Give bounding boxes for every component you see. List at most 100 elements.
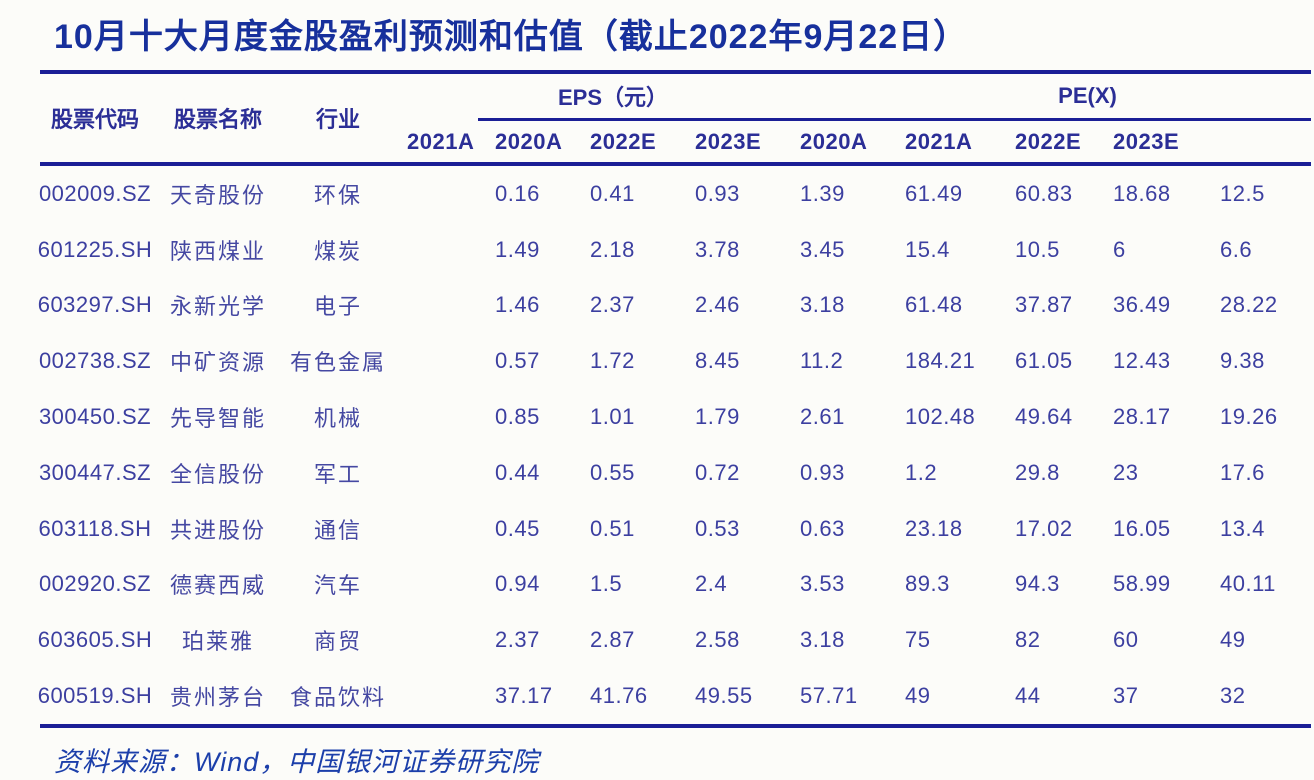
eps-value-cell: 57.71	[800, 683, 858, 709]
pe-value-cell: 49	[905, 683, 931, 709]
stock-code-cell: 300450.SZ	[38, 404, 152, 430]
pe-value-cell: 18.68	[1113, 180, 1171, 206]
table-row: 002009.SZ 天奇股份 环保 0.16 0.41 0.93 1.39 61…	[38, 166, 1311, 222]
eps-value-cell: 1.01	[590, 404, 635, 430]
year-header-pe-2020a: 2020A	[800, 128, 868, 154]
industry-cell: 机械	[313, 406, 362, 432]
industry-cell: 电子	[313, 294, 362, 320]
eps-value-cell: 1.5	[590, 571, 623, 597]
eps-value-cell: 0.16	[495, 180, 540, 206]
pe-value-cell: 58.99	[1113, 571, 1171, 597]
eps-value-cell: 1.46	[495, 292, 540, 318]
industry-cell: 商贸	[313, 629, 362, 655]
table-row: 300447.SZ 全信股份 军工 0.44 0.55 0.72 0.93 1.…	[39, 445, 1311, 501]
pe-value-cell: 16.05	[1113, 515, 1171, 541]
eps-value-cell: 0.85	[495, 404, 540, 430]
pe-value-cell: 19.26	[1220, 404, 1278, 430]
stock-name-cell: 贵州茅台	[169, 685, 266, 711]
eps-value-cell: 0.41	[590, 180, 635, 206]
pe-value-cell: 37.87	[1015, 292, 1073, 318]
eps-value-cell: 2.87	[590, 627, 635, 653]
pe-value-cell: 28.17	[1113, 404, 1171, 430]
table-row: 601225.SH 陕西煤业 煤炭 1.49 2.18 3.78 3.45 15…	[37, 222, 1311, 278]
pe-value-cell: 17.02	[1015, 515, 1073, 541]
col-group-eps: EPS（元）	[478, 74, 888, 121]
table-header: 股票代码 股票名称 行业 EPS（元） PE(X) 2020A 2021A 20…	[40, 74, 1311, 166]
eps-value-cell: 2.58	[695, 627, 740, 653]
year-header-eps-2023e: 2023E	[695, 128, 762, 154]
title-rule	[40, 70, 1311, 74]
eps-value-cell: 41.76	[590, 683, 648, 709]
pe-value-cell: 10.5	[1015, 236, 1060, 262]
eps-value-cell: 0.93	[695, 180, 740, 206]
stock-name-cell: 天奇股份	[169, 182, 266, 208]
pe-value-cell: 23.18	[905, 515, 963, 541]
year-header-eps-2022e: 2022E	[590, 128, 657, 154]
eps-value-cell: 0.51	[590, 515, 635, 541]
stock-code-cell: 600519.SH	[37, 683, 153, 709]
eps-value-cell: 2.37	[590, 292, 635, 318]
eps-value-cell: 0.94	[495, 571, 540, 597]
industry-cell: 煤炭	[313, 238, 362, 264]
year-header-pe-2021a: 2021A	[905, 128, 973, 154]
eps-value-cell: 3.78	[695, 236, 740, 262]
pe-value-cell: 6.6	[1220, 236, 1253, 262]
eps-value-cell: 0.55	[590, 459, 635, 485]
table-body: 002009.SZ 天奇股份 环保 0.16 0.41 0.93 1.39 61…	[37, 166, 1314, 724]
col-header-industry: 行业	[315, 107, 360, 132]
year-header-eps-2020a: 2020A	[495, 128, 563, 154]
stock-code-cell: 601225.SH	[37, 236, 153, 262]
pe-value-cell: 61.05	[1015, 348, 1073, 374]
eps-value-cell: 0.45	[495, 515, 540, 541]
eps-value-cell: 1.79	[695, 404, 740, 430]
pe-value-cell: 12.43	[1113, 348, 1171, 374]
pe-value-cell: 89.3	[905, 571, 950, 597]
eps-value-cell: 0.44	[495, 459, 540, 485]
eps-value-cell: 2.4	[695, 571, 728, 597]
stock-code-cell: 002920.SZ	[38, 571, 152, 597]
eps-value-cell: 3.18	[800, 627, 845, 653]
table-row: 603118.SH 共进股份 通信 0.45 0.51 0.53 0.63 23…	[39, 501, 1311, 557]
eps-value-cell: 0.53	[695, 515, 740, 541]
industry-cell: 有色金属	[289, 350, 386, 376]
table-bottom-rule	[40, 723, 1311, 728]
pe-value-cell: 32	[1220, 683, 1246, 709]
stock-name-cell: 珀莱雅	[181, 629, 254, 655]
pe-value-cell: 36.49	[1113, 292, 1171, 318]
table-row: 300450.SZ 先导智能 机械 0.85 1.01 1.79 2.61 10…	[38, 389, 1311, 445]
stock-code-cell: 002009.SZ	[38, 180, 152, 206]
eps-value-cell: 8.45	[695, 348, 740, 374]
table-row: 002920.SZ 德赛西威 汽车 0.94 1.5 2.4 3.53 89.3…	[38, 557, 1311, 613]
stock-name-cell: 永新光学	[169, 294, 266, 320]
exhibit-title: 10月十大月度金股盈利预测和估值（截止2022年9月22日）	[54, 18, 969, 56]
stock-code-cell: 603605.SH	[37, 627, 153, 653]
stock-name-cell: 中矿资源	[169, 350, 266, 376]
pe-group-label: PE(X)	[1058, 83, 1117, 108]
table-row: 603297.SH 永新光学 电子 1.46 2.37 2.46 3.18 61…	[38, 278, 1311, 334]
eps-value-cell: 2.18	[590, 236, 635, 262]
eps-value-cell: 3.45	[800, 236, 845, 262]
pe-value-cell: 82	[1015, 627, 1041, 653]
year-header-pe-2022e: 2022E	[1015, 128, 1082, 154]
eps-value-cell: 0.57	[495, 348, 540, 374]
year-header-pe-2023e: 2023E	[1113, 128, 1180, 154]
industry-cell: 食品饮料	[289, 685, 386, 711]
pe-value-cell: 49	[1220, 627, 1246, 653]
eps-value-cell: 1.49	[495, 236, 540, 262]
eps-value-cell: 3.18	[800, 292, 845, 318]
eps-value-cell: 0.93	[800, 459, 845, 485]
pe-value-cell: 6	[1113, 236, 1126, 262]
col-header-stock-code: 股票代码	[50, 107, 139, 132]
pe-value-cell: 60	[1113, 627, 1139, 653]
eps-value-cell: 1.72	[590, 348, 635, 374]
pe-value-cell: 75	[905, 627, 931, 653]
pe-value-cell: 37	[1113, 683, 1139, 709]
pe-value-cell: 94.3	[1015, 571, 1060, 597]
pe-value-cell: 9.38	[1220, 348, 1265, 374]
stock-name-cell: 陕西煤业	[169, 238, 266, 264]
stock-name-cell: 共进股份	[169, 517, 266, 543]
col-header-stock-name: 股票名称	[173, 107, 262, 132]
year-header-eps-2021a: 2021A	[407, 128, 475, 154]
table-row: 603605.SH 珀莱雅 商贸 2.37 2.87 2.58 3.18 75 …	[37, 612, 1311, 668]
